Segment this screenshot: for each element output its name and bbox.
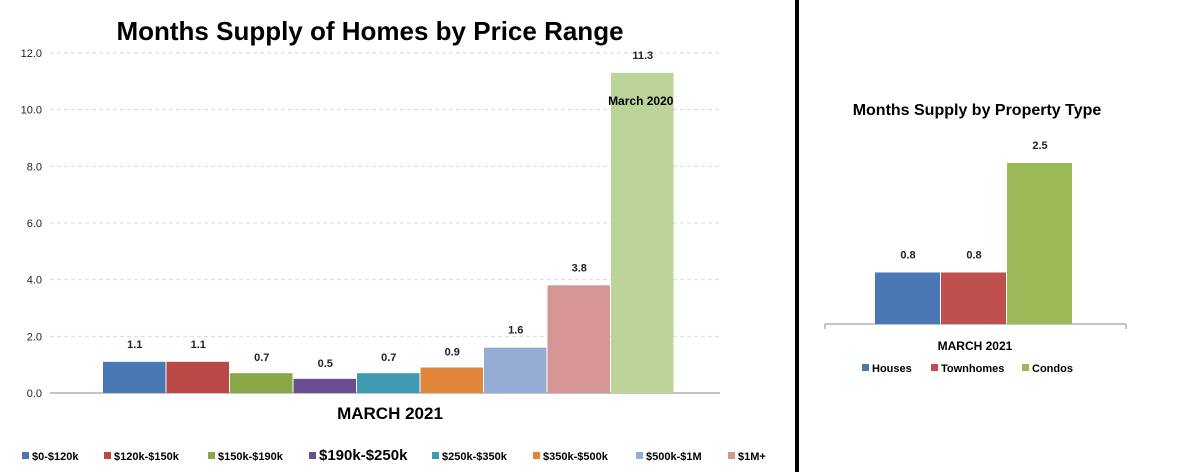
legend-swatch [208, 452, 215, 459]
legend-swatch [533, 452, 540, 459]
legend-label-500k-1m: $500k-$1M [646, 451, 702, 463]
legend-swatch [104, 452, 111, 459]
data-labels: 0.8 0.8 2.5 [900, 140, 1047, 261]
legend-label-1m: $1M+ [738, 451, 766, 463]
legend-label-0-120k: $0-$120k [32, 451, 79, 463]
y-axis-ticks: 0.0 2.0 4.0 6.0 8.0 10.0 12.0 [21, 48, 42, 400]
y-tick-label: 4.0 [27, 275, 42, 287]
legend-label-townhomes: Townhomes [941, 363, 1004, 375]
legend-label-250k-350k: $250k-$350k [442, 451, 508, 463]
data-label: 0.7 [381, 352, 396, 364]
data-label: 0.8 [900, 249, 915, 261]
legend-label-350k-500k: $350k-$500k [543, 451, 609, 463]
bar-190k-250k [293, 378, 356, 393]
bar-series [103, 72, 674, 393]
data-label: 11.3 [632, 50, 653, 62]
data-label: 0.9 [445, 347, 460, 359]
price-range-chart: Months Supply of Homes by Price Range 0.… [21, 16, 766, 464]
y-tick-label: 12.0 [21, 48, 42, 60]
data-label: 1.1 [127, 339, 142, 351]
legend-swatch [309, 452, 316, 459]
data-label: 0.5 [318, 358, 333, 370]
bar-250k-350k [357, 373, 420, 393]
bar-houses [875, 272, 940, 324]
data-labels: 1.1 1.1 0.7 0.5 0.7 0.9 1.6 3.8 11.3 [127, 50, 653, 370]
y-tick-label: 0.0 [27, 388, 42, 400]
data-label: 1.1 [191, 339, 206, 351]
bar-0-120k [103, 361, 166, 393]
legend-label-houses: Houses [872, 363, 912, 375]
bar-120k-150k [166, 361, 229, 393]
legend-swatch [1022, 364, 1029, 371]
bar-350k-500k [420, 367, 483, 393]
data-label: 0.8 [966, 249, 981, 261]
panel-divider [795, 0, 799, 472]
bar-150k-190k [230, 373, 293, 393]
y-tick-label: 10.0 [21, 105, 42, 117]
x-category-label: MARCH 2021 [938, 339, 1013, 353]
y-tick-label: 2.0 [27, 331, 42, 343]
chart-title: Months Supply by Property Type [853, 102, 1102, 119]
bar-500k-1m [484, 347, 547, 393]
data-label: 2.5 [1032, 140, 1047, 152]
legend: Houses Townhomes Condos [862, 363, 1073, 375]
data-label: 0.7 [254, 352, 269, 364]
legend-swatch [636, 452, 643, 459]
legend-swatch [862, 364, 869, 371]
bar-townhomes [941, 272, 1006, 324]
y-tick-label: 8.0 [27, 161, 42, 173]
legend-swatch [931, 364, 938, 371]
annotation-march-2020: March 2020 [608, 94, 674, 108]
legend-swatch [432, 452, 439, 459]
x-category-label: MARCH 2021 [337, 404, 443, 423]
bar-1m [547, 285, 610, 393]
legend-label-condos: Condos [1032, 363, 1073, 375]
bar-series [824, 163, 1127, 329]
y-tick-label: 6.0 [27, 218, 42, 230]
data-label: 3.8 [572, 262, 587, 274]
legend: $0-$120k $120k-$150k $150k-$190k $190k-$250… [22, 447, 766, 464]
legend-label-120k-150k: $120k-$150k [114, 451, 180, 463]
data-label: 1.6 [508, 325, 523, 337]
legend-swatch [728, 452, 735, 459]
chart-title: Months Supply of Homes by Price Range [116, 16, 623, 46]
legend-label-150k-190k: $150k-$190k [218, 451, 284, 463]
bar-condos [1007, 163, 1072, 324]
bar-series-9 [611, 72, 674, 393]
legend-swatch [22, 452, 29, 459]
property-type-chart: Months Supply by Property Type 0.8 0.8 2.5… [824, 102, 1127, 375]
legend-label-190k-250k: $190k-$250k [319, 447, 408, 464]
